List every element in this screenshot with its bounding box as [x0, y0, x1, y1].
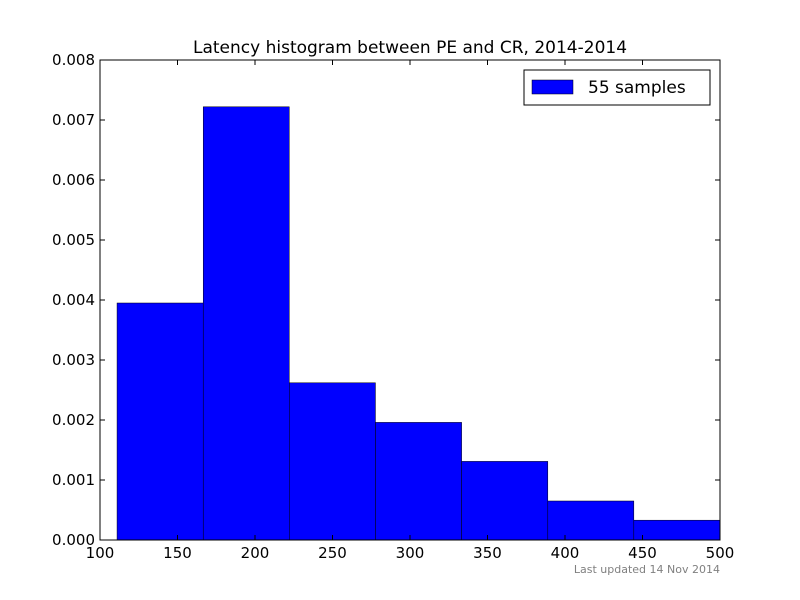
chart-title: Latency histogram between PE and CR, 201…	[193, 38, 627, 58]
histogram-bar-6	[547, 500, 635, 541]
y-tick-label-3: 0.003	[52, 351, 95, 369]
x-tick-label-350: 350	[473, 544, 502, 562]
y-tick-label-6: 0.006	[52, 171, 95, 189]
x-tick-label-400: 400	[551, 544, 580, 562]
legend-swatch	[531, 79, 574, 95]
x-tick-label-450: 450	[628, 544, 657, 562]
last-updated-note: Last updated 14 Nov 2014	[573, 563, 720, 576]
y-tick-label-7: 0.007	[52, 111, 95, 129]
y-tick-label-1: 0.001	[52, 471, 95, 489]
x-tick-label-100: 100	[86, 544, 115, 562]
y-tick-label-2: 0.002	[52, 411, 95, 429]
histogram-bar-1	[116, 302, 204, 541]
x-tick-label-200: 200	[241, 544, 270, 562]
bars-group	[116, 106, 721, 541]
y-tick-label-4: 0.004	[52, 291, 95, 309]
histogram-bar-2	[202, 106, 290, 541]
x-tick-label-250: 250	[318, 544, 347, 562]
histogram-bar-3	[289, 382, 376, 541]
x-tick-label-300: 300	[396, 544, 425, 562]
x-tick-label-150: 150	[163, 544, 192, 562]
legend: 55 samples	[523, 69, 711, 106]
histogram-bar-4	[375, 422, 462, 541]
y-tick-label-5: 0.005	[52, 231, 95, 249]
y-tick-label-8: 0.008	[52, 51, 95, 69]
histogram-bar-5	[461, 461, 549, 541]
histogram-bar-7	[633, 519, 721, 541]
legend-box	[523, 69, 711, 106]
legend-label: 55 samples	[588, 78, 686, 98]
y-tick-label-0: 0.000	[52, 531, 95, 549]
x-tick-label-500: 500	[706, 544, 735, 562]
ticks-group: 100 150 200 250 300 350 400 450 500 0.000 0.001 0.0…	[52, 51, 734, 562]
